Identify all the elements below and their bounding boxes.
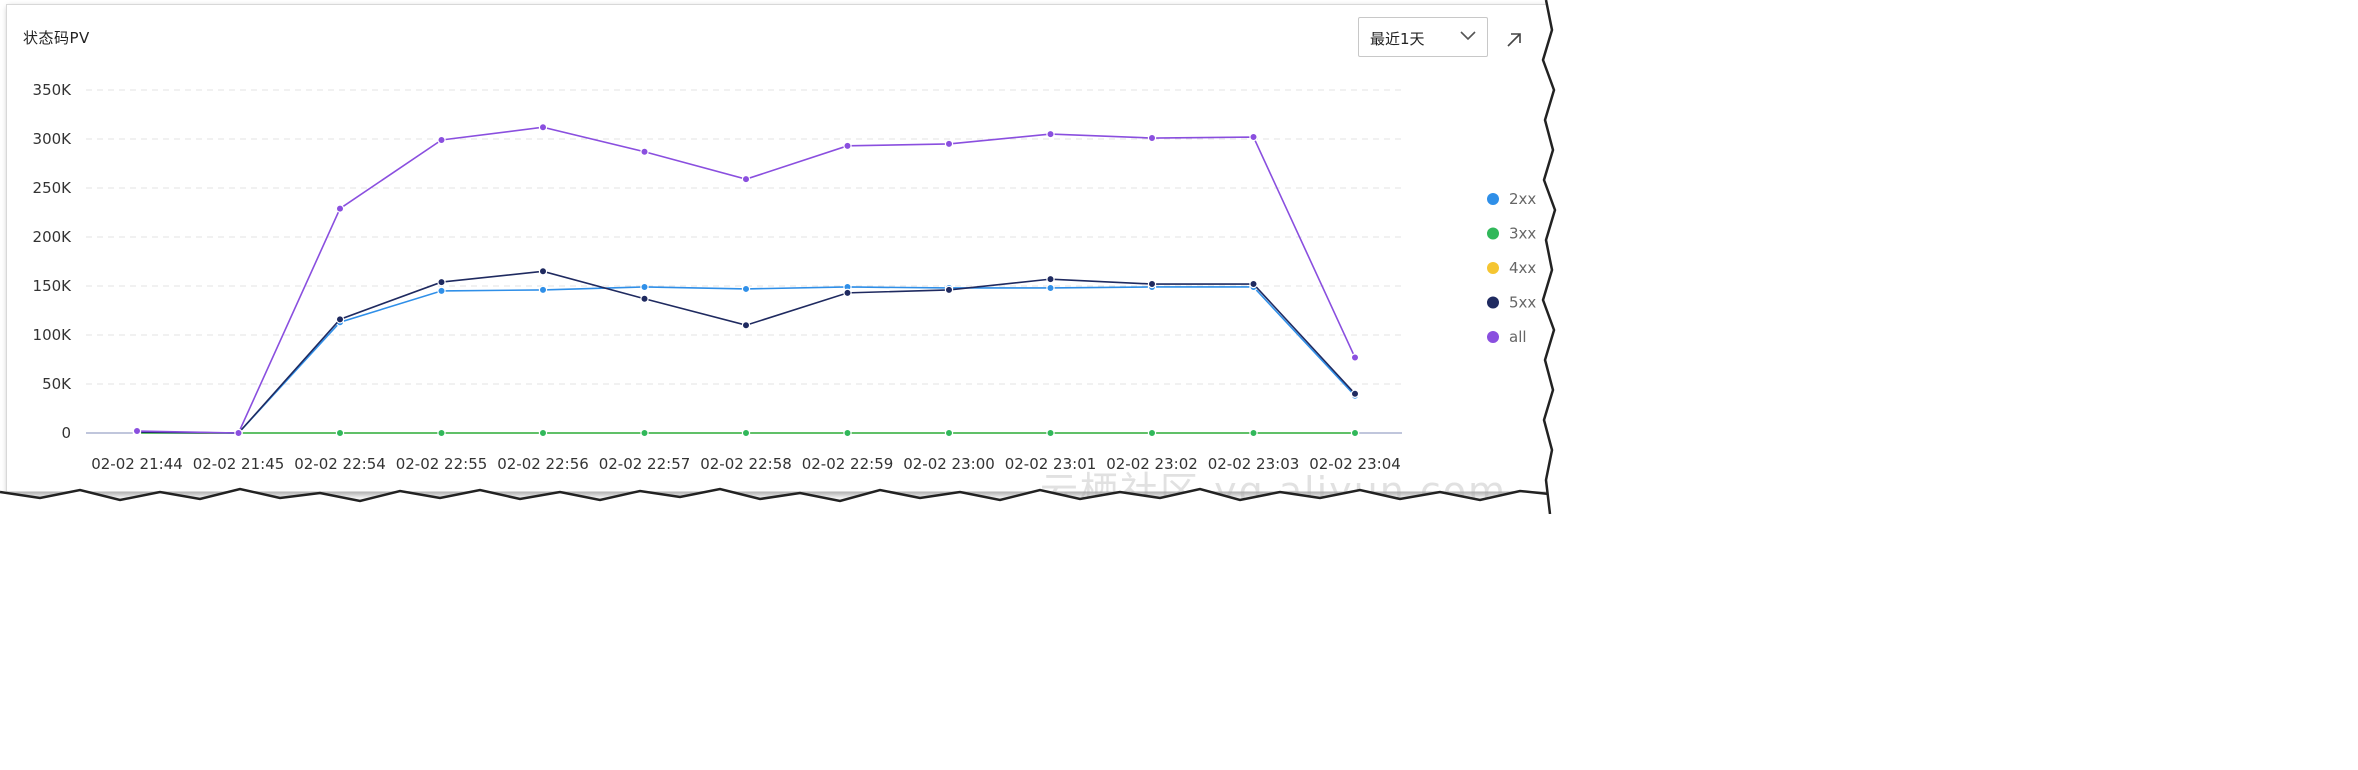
data-point-5xx[interactable] <box>437 277 446 287</box>
data-point-2xx[interactable] <box>437 286 446 296</box>
data-point-3xx[interactable] <box>843 428 852 438</box>
y-tick-label: 150K <box>33 277 73 295</box>
x-tick-label: 02-02 22:55 <box>396 455 488 473</box>
legend-item-2xx[interactable]: 2xx <box>1487 190 1536 208</box>
data-point-3xx[interactable] <box>741 428 751 438</box>
y-tick-label: 250K <box>33 179 73 197</box>
y-tick-label: 300K <box>33 130 73 148</box>
x-axis: 02-02 21:44 02-02 21:45 02-02 22:54 02-02 2… <box>91 455 1401 473</box>
series-all <box>132 123 1360 438</box>
legend-label: 5xx <box>1509 294 1536 312</box>
x-tick-label: 02-02 23:02 <box>1106 455 1198 473</box>
data-point-5xx[interactable] <box>741 321 751 330</box>
legend-item-5xx[interactable]: 5xx <box>1487 294 1536 312</box>
data-point-3xx[interactable] <box>538 428 548 438</box>
torn-edge-bottom <box>0 487 1568 514</box>
chevron-down-icon <box>1460 31 1476 41</box>
data-point-all[interactable] <box>1046 129 1055 139</box>
line-chart: 0 50K 100K 150K 200K 250K 300K 350K 02-02 21:44… <box>33 81 1537 473</box>
series-5xx <box>132 267 1360 438</box>
data-point-all[interactable] <box>132 426 142 436</box>
x-tick-label: 02-02 22:57 <box>599 455 691 473</box>
time-range-select[interactable]: 最近1天 <box>1358 17 1488 57</box>
legend-label: all <box>1509 328 1527 346</box>
legend-label: 4xx <box>1509 259 1536 277</box>
data-point-5xx[interactable] <box>1350 389 1360 398</box>
data-point-all[interactable] <box>843 141 852 151</box>
x-tick-label: 02-02 23:04 <box>1309 455 1401 473</box>
data-point-5xx[interactable] <box>538 267 548 276</box>
data-point-all[interactable] <box>1147 133 1157 143</box>
x-tick-label: 02-02 22:54 <box>294 455 386 473</box>
data-point-2xx[interactable] <box>1046 283 1055 293</box>
data-point-3xx[interactable] <box>437 428 446 438</box>
x-tick-label: 02-02 22:56 <box>497 455 589 473</box>
data-point-3xx[interactable] <box>640 428 649 438</box>
data-point-all[interactable] <box>1350 353 1360 362</box>
x-tick-label: 02-02 21:44 <box>91 455 183 473</box>
legend-marker <box>1487 193 1499 205</box>
legend-item-4xx[interactable]: 4xx <box>1487 259 1536 277</box>
data-point-all[interactable] <box>741 174 751 184</box>
legend-marker <box>1487 262 1499 274</box>
data-point-5xx[interactable] <box>335 315 345 324</box>
data-point-all[interactable] <box>437 135 446 145</box>
expand-icon[interactable] <box>1503 29 1525 51</box>
series-3xx <box>132 428 1360 438</box>
data-point-all[interactable] <box>234 428 243 438</box>
series-lines <box>132 123 1360 438</box>
series-line-2xx <box>136 286 1356 434</box>
y-tick-label: 350K <box>33 81 73 99</box>
legend-item-all[interactable]: all <box>1487 328 1527 346</box>
data-point-5xx[interactable] <box>640 294 649 303</box>
data-point-3xx[interactable] <box>1350 428 1360 438</box>
data-point-all[interactable] <box>944 139 954 149</box>
legend-marker <box>1487 331 1499 343</box>
data-point-3xx[interactable] <box>335 428 345 438</box>
data-point-all[interactable] <box>1249 132 1258 142</box>
legend-label: 2xx <box>1509 190 1536 208</box>
legend-label: 3xx <box>1509 225 1536 243</box>
data-point-5xx[interactable] <box>944 285 954 295</box>
data-point-3xx[interactable] <box>1046 428 1055 438</box>
torn-edge-right <box>1541 0 1568 514</box>
x-tick-label: 02-02 23:00 <box>903 455 995 473</box>
data-point-3xx[interactable] <box>944 428 954 438</box>
y-tick-label: 50K <box>42 375 72 393</box>
x-tick-label: 02-02 22:59 <box>802 455 894 473</box>
series-line-5xx <box>136 270 1356 434</box>
y-axis: 0 50K 100K 150K 200K 250K 300K 350K <box>33 81 73 442</box>
data-point-2xx[interactable] <box>538 285 548 295</box>
data-point-all[interactable] <box>640 147 649 156</box>
legend: 2xx 3xx 4xx 5xx all <box>1487 190 1536 346</box>
data-point-all[interactable] <box>538 123 548 132</box>
chart-panel: 状态码PV 最近1天 <box>6 4 1558 492</box>
legend-marker <box>1487 296 1499 309</box>
data-point-2xx[interactable] <box>640 282 649 292</box>
data-point-3xx[interactable] <box>1147 428 1157 438</box>
data-point-3xx[interactable] <box>1249 428 1258 438</box>
x-tick-label: 02-02 21:45 <box>193 455 285 473</box>
x-tick-label: 02-02 23:03 <box>1208 455 1300 473</box>
data-point-5xx[interactable] <box>1147 279 1157 289</box>
series-2xx <box>132 282 1360 438</box>
data-point-5xx[interactable] <box>1046 274 1055 284</box>
legend-marker <box>1487 227 1499 240</box>
x-tick-label: 02-02 22:58 <box>700 455 792 473</box>
legend-item-3xx[interactable]: 3xx <box>1487 225 1536 243</box>
y-tick-label: 100K <box>33 326 73 344</box>
panel-title: 状态码PV <box>23 29 90 47</box>
x-tick-label: 02-02 23:01 <box>1005 455 1097 473</box>
data-point-all[interactable] <box>335 204 345 213</box>
time-range-value: 最近1天 <box>1370 30 1425 48</box>
data-point-5xx[interactable] <box>843 288 852 298</box>
y-tick-label: 200K <box>33 228 73 246</box>
series-line-all <box>136 126 1356 434</box>
data-point-5xx[interactable] <box>1249 279 1258 289</box>
data-point-2xx[interactable] <box>741 284 751 294</box>
y-tick-label: 0 <box>61 424 71 442</box>
